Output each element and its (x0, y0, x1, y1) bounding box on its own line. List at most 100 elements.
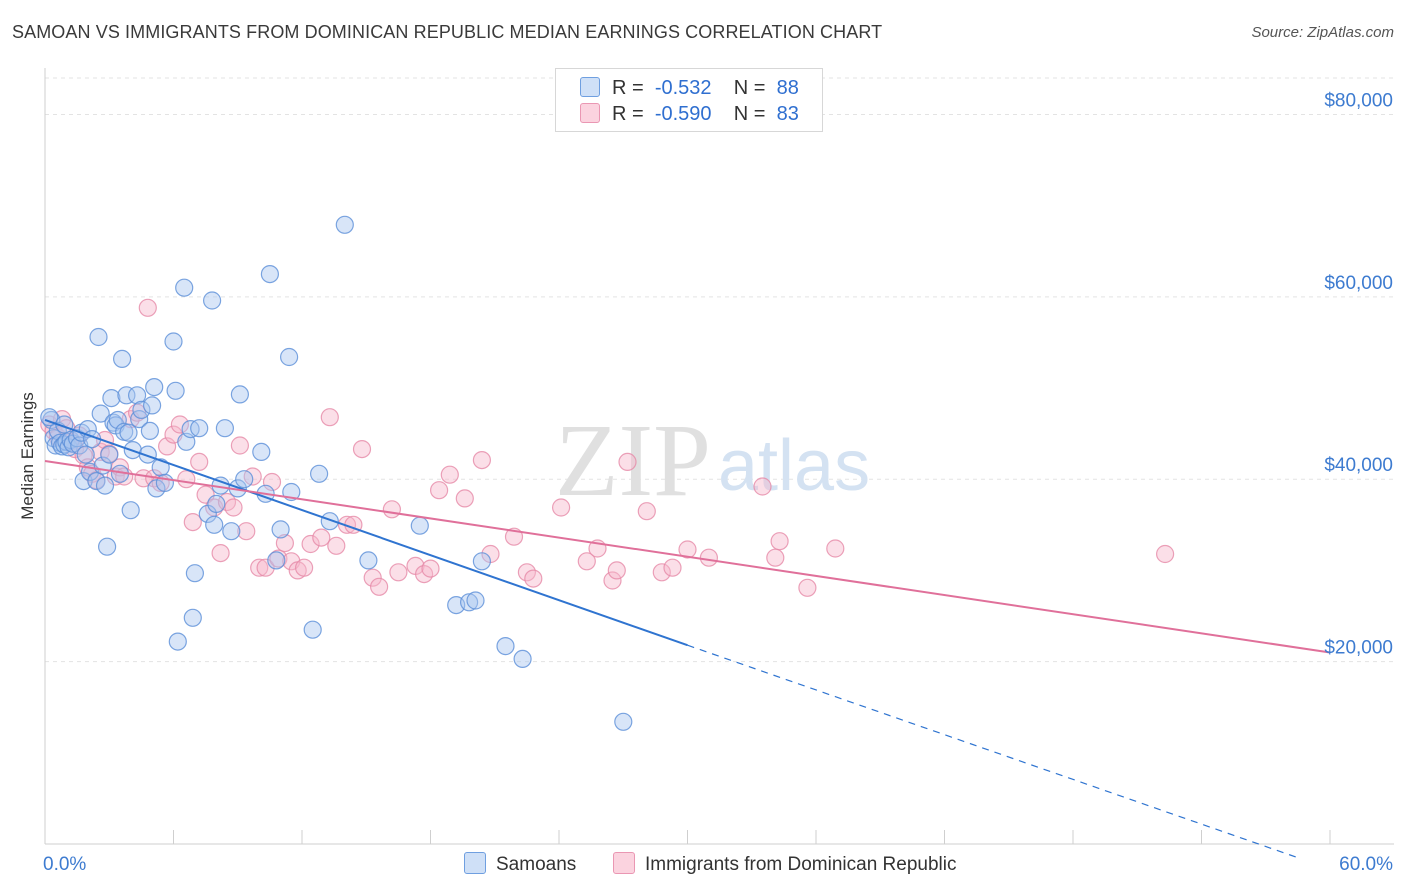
samoan-point (472, 552, 491, 571)
samoan-point (215, 419, 234, 438)
dominican-point (770, 532, 789, 551)
y-tick-label: $40,000 (1324, 455, 1393, 476)
dominican-point (170, 415, 189, 434)
samoan-point (140, 421, 159, 440)
bottom-legend-dominican-label: Immigrants from Dominican Republic (645, 854, 957, 875)
samoan-point (280, 347, 299, 367)
samoan-point (310, 464, 329, 483)
samoan-point (496, 636, 515, 656)
samoan-point (168, 632, 187, 651)
dominican-point (637, 502, 656, 521)
samoan-point (166, 381, 185, 400)
legend-row-samoans: R = -0.532 N = 88 (580, 77, 799, 101)
dominican-point (138, 298, 157, 317)
chart-title: SAMOAN VS IMMIGRANTS FROM DOMINICAN REPU… (12, 22, 883, 42)
samoan-point (235, 470, 254, 489)
samoan-point (614, 712, 633, 731)
samoan-point (175, 278, 194, 297)
dominican-point (250, 558, 269, 577)
dominican-point (577, 552, 596, 571)
samoan-point (185, 564, 204, 583)
samoan-point (303, 620, 322, 639)
samoan-point (190, 419, 209, 438)
samoan-point (119, 423, 138, 442)
samoan-point (74, 472, 93, 491)
dominican-point (798, 578, 817, 597)
samoan-point (466, 591, 485, 610)
dominican-point (262, 472, 282, 492)
samoan-point (155, 473, 174, 492)
samoan-point (205, 515, 224, 534)
legend-r-label: R = (612, 77, 644, 99)
dominican-point (224, 498, 243, 517)
dominican-point (190, 452, 209, 471)
trend-lines (44, 419, 1331, 859)
dominican-point (430, 481, 449, 500)
dominican-trend-line (44, 460, 1331, 654)
samoan-point (76, 445, 95, 464)
dominican-point (158, 437, 177, 456)
dominican-point (455, 489, 474, 508)
dominican-point (256, 558, 275, 577)
y-tick-label: $20,000 (1324, 638, 1393, 659)
dominican-point (370, 577, 389, 596)
dominican-point (603, 571, 622, 590)
bottom-legend-samoans: Samoans (464, 852, 576, 876)
dominican-point (551, 498, 571, 517)
watermark-atlas: atlas (718, 426, 870, 506)
samoan-point (410, 516, 429, 535)
chart-source: Source: ZipAtlas.com (1251, 24, 1394, 41)
bottom-legend-dominican: Immigrants from Dominican Republic (613, 852, 957, 876)
legend-n-label: N = (733, 77, 766, 99)
samoan-point (252, 442, 271, 461)
dominican-point (211, 543, 230, 563)
dominican-point (699, 548, 719, 567)
samoan-point (89, 327, 108, 347)
dominican-point (440, 465, 459, 484)
samoans-trend-line (44, 419, 688, 647)
dominican-point (421, 559, 440, 578)
dominican-point (753, 477, 772, 496)
samoan-point (320, 512, 339, 531)
bottom-legend-swatch-dominican (613, 852, 635, 874)
dominican-point (183, 512, 202, 532)
legend-swatch-samoans (580, 77, 600, 97)
watermark: ZIP atlas (555, 403, 870, 518)
samoan-point (207, 494, 226, 513)
samoan-point (267, 551, 286, 570)
samoan-point (183, 608, 202, 627)
legend-row-dominican: R = -0.590 N = 83 (580, 103, 799, 127)
grid-lines (45, 77, 1394, 663)
dominican-point (382, 500, 401, 519)
y-axis-label: Median Earnings (18, 392, 37, 520)
legend-swatch-dominican (580, 103, 600, 123)
samoan-point (359, 551, 378, 570)
y-tick-label: $80,000 (1324, 90, 1393, 111)
dominican-point (826, 539, 845, 558)
samoan-point (87, 472, 106, 491)
dominican-point (618, 452, 637, 471)
axes (44, 68, 1394, 845)
dominican-point (352, 440, 372, 459)
dominican-point (275, 533, 294, 553)
samoan-point (145, 378, 164, 397)
samoan-point (138, 445, 157, 464)
dominican-point (524, 569, 543, 588)
samoan-point (460, 593, 479, 612)
dominican-point (1155, 544, 1175, 564)
samoan-point (112, 349, 132, 368)
dominican-point (237, 522, 256, 541)
dominican-point (678, 540, 697, 559)
x-tick-label: 60.0% (1339, 854, 1393, 875)
dominican-point (652, 563, 671, 582)
samoan-point (222, 522, 241, 541)
samoan-point (132, 400, 151, 419)
samoan-point (164, 332, 183, 351)
tick-labels: $20,000 $40,000 $60,000 $80,000 0.0% 60.0% (43, 90, 1393, 875)
samoan-point (271, 520, 290, 539)
dominican-point (177, 470, 196, 489)
dominican-point (295, 558, 314, 577)
samoan-point (143, 396, 162, 415)
legend-r-label: R = (612, 103, 644, 125)
dominican-point (301, 534, 320, 554)
